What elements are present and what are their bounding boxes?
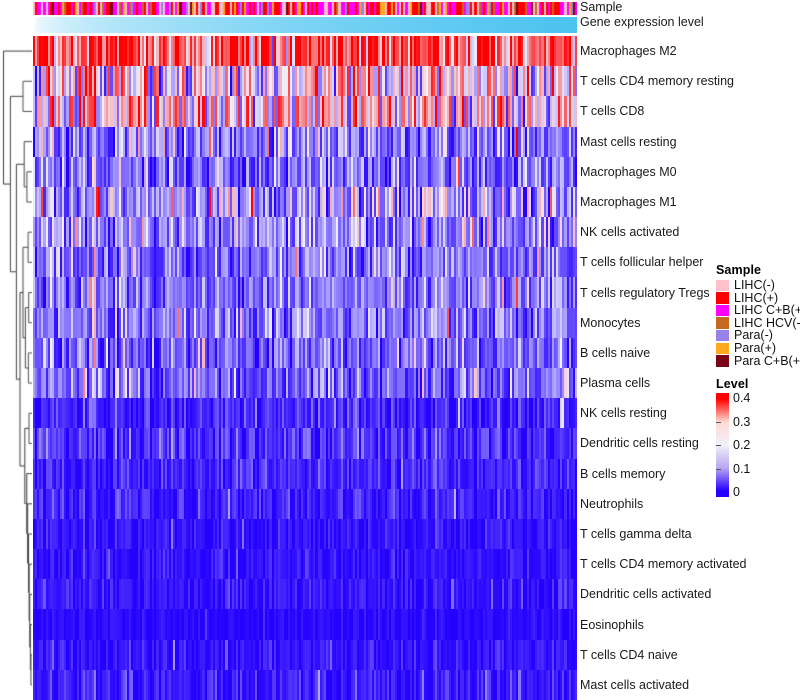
row-label: Plasma cells [580,376,651,391]
colorbar-tick-mark [716,468,721,470]
legend-item-label: LIHC(-) [734,278,775,292]
level-colorbar-ticks: 0.4 0.3 0.2 0.1 0 [716,391,793,500]
legend-swatch [716,317,729,329]
colorbar-tick-mark [716,421,721,423]
row-label: T cells CD4 memory resting [580,74,734,89]
annotation-track-labels: Sample Gene expression level [580,0,785,30]
row-label: Macrophages M0 [580,164,677,179]
row-label: Macrophages M1 [580,195,677,209]
legend-panel: Sample LIHC(-) LIHC(+) LIHC C+B(+) LIHC HCV… [716,263,800,500]
legend-swatch [716,292,729,304]
legend-item: LIHC(-) [716,279,800,292]
legend-item-label: LIHC(+) [734,290,779,305]
legend-swatch [716,355,729,367]
legend-item: LIHC(+) [716,290,800,305]
row-label: NK cells activated [580,225,680,240]
colorbar-tick-label: 0 [733,485,740,500]
row-label: Dendritic cells activated [580,587,712,602]
legend-item-label: Para(-) [734,328,773,343]
legend-item-label: LIHC C+B(+) [734,303,800,318]
colorbar-tick-label: 0.4 [733,391,751,406]
legend-swatch [716,304,729,317]
legend-level: Level 0.4 0.3 0.2 0.1 0 [716,377,800,500]
row-label: T cells follicular helper [580,255,704,270]
row-label: B cells memory [580,466,666,481]
row-label: T cells CD4 memory activated [580,557,747,572]
annotation-label-gene-expression: Gene expression level [580,15,704,29]
legend-item-label: LIHC HCV(-) [734,315,800,330]
row-label: T cells CD8 [580,104,645,119]
legend-swatch [716,279,729,292]
row-label: T cells CD4 naive [580,647,678,662]
legend-swatch [716,342,729,355]
legend-item-label: Para(+) [734,340,777,355]
row-label: B cells naive [580,345,651,360]
legend-swatch [716,329,729,342]
legend-item: Para(-) [716,329,800,342]
gene-expression-annotation-track [33,17,577,33]
level-colorbar [716,393,729,498]
legend-sample-title: Sample [716,263,762,277]
row-label: T cells regulatory Tregs [580,285,710,300]
heatmap-row-labels: Macrophages M2 T cells CD4 memory resting… [580,36,795,700]
colorbar-tick-label: 0.3 [733,414,751,429]
sample-annotation-track [33,2,577,15]
legend-item: Para(+) [716,342,800,355]
legend-item: LIHC HCV(-) [716,317,800,330]
colorbar-tick-mark [716,445,721,447]
row-dendrogram [0,36,33,700]
legend-item-label: Para C+B(+) [734,353,800,368]
row-label: Macrophages M2 [580,44,677,59]
row-label: Eosinophils [580,617,644,632]
row-label: Dendritic cells resting [580,436,699,451]
row-label: NK cells resting [580,406,667,421]
row-label: Neutrophils [580,496,644,511]
row-label: Mast cells activated [580,677,690,692]
legend-level-title: Level [716,377,749,392]
row-label: T cells gamma delta [580,527,692,541]
annotation-label-sample: Sample [580,0,623,14]
legend-item: Para C+B(+) [716,353,800,368]
legend-item: LIHC C+B(+) [716,304,800,317]
row-label: Mast cells resting [580,134,677,149]
colorbar-tick-label: 0.1 [733,461,751,476]
legend-sample: Sample LIHC(-) LIHC(+) LIHC C+B(+) LIHC HCV… [716,263,800,367]
colorbar-tick-label: 0.2 [733,438,751,453]
row-label: Monocytes [580,315,641,330]
heatmap-body [33,36,577,700]
